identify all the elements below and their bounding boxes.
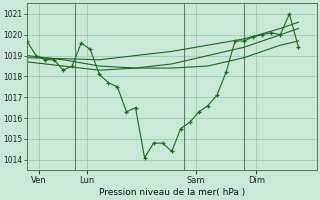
X-axis label: Pression niveau de la mer( hPa ): Pression niveau de la mer( hPa ) bbox=[99, 188, 245, 197]
